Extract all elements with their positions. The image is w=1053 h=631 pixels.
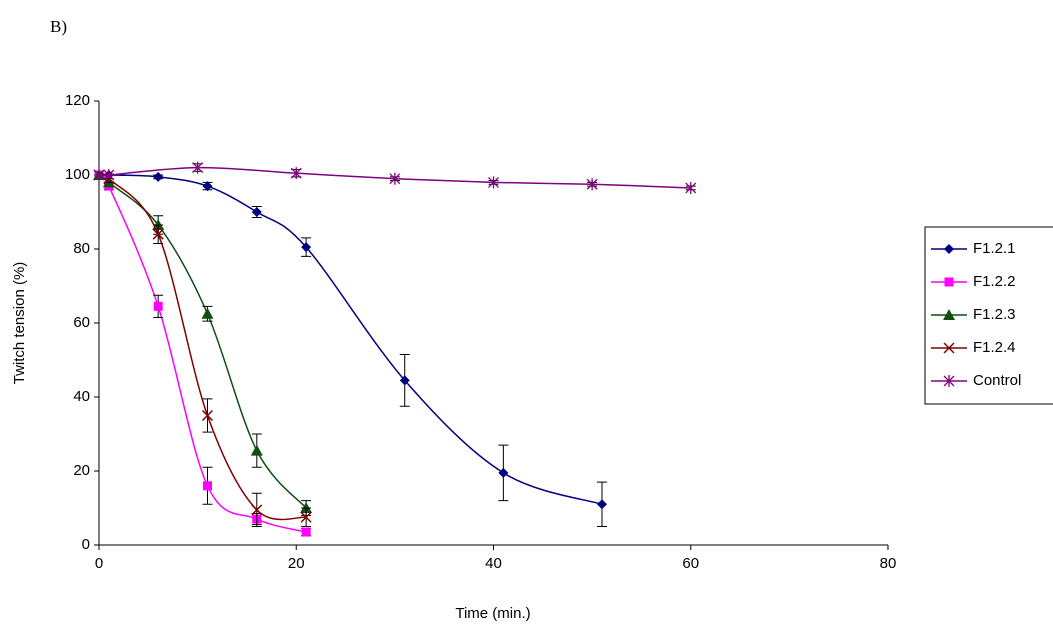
marker bbox=[250, 444, 263, 456]
marker bbox=[685, 181, 697, 194]
marker bbox=[596, 499, 607, 510]
marker bbox=[251, 504, 263, 516]
marker bbox=[300, 511, 312, 523]
marker bbox=[498, 467, 509, 478]
legend-label: F1.2.4 bbox=[973, 339, 1016, 356]
y-axis-title: Twitch tension (%) bbox=[11, 262, 28, 385]
x-tick-label: 60 bbox=[682, 555, 699, 572]
legend-marker bbox=[943, 342, 955, 354]
marker bbox=[152, 228, 164, 240]
legend-marker bbox=[943, 309, 955, 320]
series-line bbox=[98, 174, 603, 506]
marker bbox=[192, 161, 204, 174]
y-tick-label: 100 bbox=[65, 166, 90, 183]
marker bbox=[103, 169, 115, 181]
legend-marker bbox=[943, 375, 955, 387]
legend-label: Control bbox=[973, 372, 1021, 389]
legend-marker bbox=[944, 277, 954, 287]
y-tick-label: 20 bbox=[73, 462, 90, 479]
legend-label: F1.2.3 bbox=[973, 306, 1016, 323]
marker bbox=[153, 171, 164, 182]
marker bbox=[202, 181, 213, 192]
marker bbox=[301, 242, 312, 253]
series-line bbox=[98, 174, 307, 509]
y-tick-label: 60 bbox=[73, 314, 90, 331]
marker bbox=[290, 167, 302, 180]
x-tick-label: 80 bbox=[880, 555, 897, 572]
y-tick-label: 120 bbox=[65, 92, 90, 109]
y-tick-label: 40 bbox=[73, 388, 90, 405]
x-axis-title: Time (min.) bbox=[455, 605, 530, 622]
marker bbox=[153, 301, 163, 311]
marker bbox=[201, 307, 214, 319]
marker bbox=[488, 176, 499, 189]
marker bbox=[251, 207, 262, 217]
series-line bbox=[97, 166, 691, 189]
marker bbox=[301, 527, 311, 537]
marker bbox=[202, 481, 212, 491]
x-tick-label: 0 bbox=[95, 555, 103, 572]
legend-marker bbox=[944, 244, 954, 254]
marker bbox=[399, 375, 410, 386]
marker bbox=[93, 169, 105, 181]
marker bbox=[586, 178, 598, 191]
x-tick-label: 20 bbox=[288, 555, 305, 572]
legend-label: F1.2.2 bbox=[973, 273, 1016, 290]
panel-label: B) bbox=[50, 17, 67, 36]
y-tick-label: 80 bbox=[73, 240, 90, 257]
x-tick-label: 40 bbox=[485, 555, 502, 572]
legend-label: F1.2.1 bbox=[973, 240, 1016, 257]
marker bbox=[201, 409, 214, 422]
y-tick-label: 0 bbox=[82, 536, 90, 553]
marker bbox=[389, 172, 401, 185]
